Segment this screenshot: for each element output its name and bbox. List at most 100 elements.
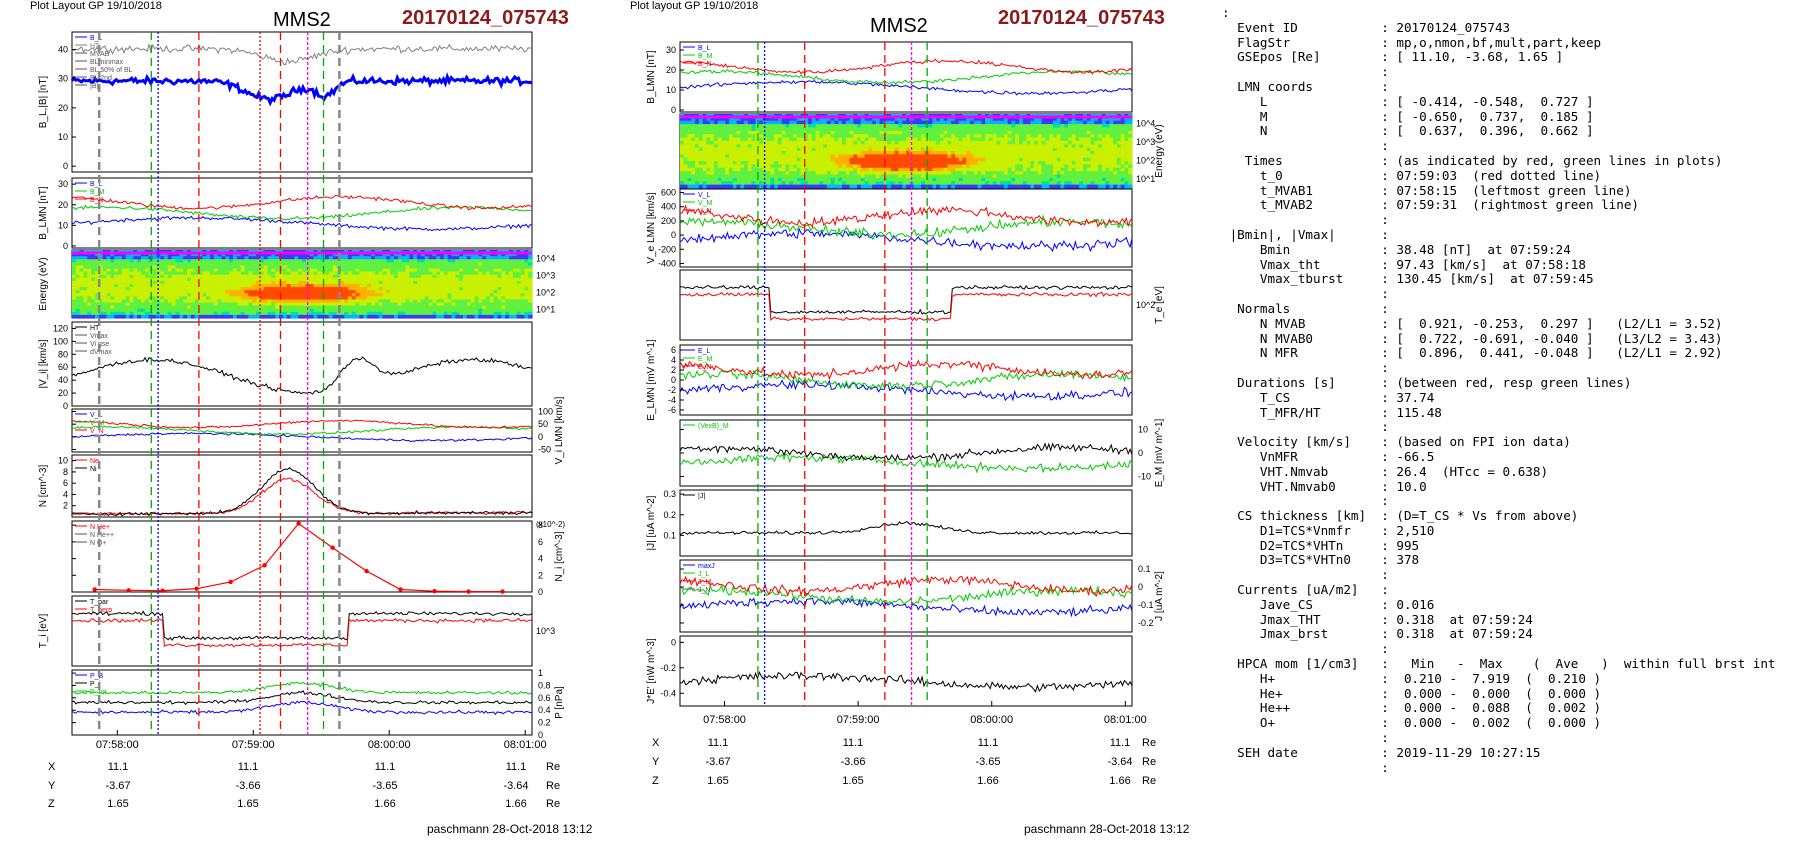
spectrogram-cell bbox=[298, 262, 303, 267]
spectrogram-cell bbox=[1011, 161, 1016, 166]
spectrogram-cell bbox=[236, 311, 242, 316]
spectrogram-cell bbox=[198, 256, 203, 260]
spectrogram-cell bbox=[1075, 120, 1080, 125]
spectrogram-cell bbox=[1034, 167, 1039, 172]
spectrogram-cell bbox=[1019, 147, 1024, 152]
spectrogram-cell bbox=[359, 284, 364, 288]
spectrogram-cell bbox=[1083, 161, 1088, 166]
spectrogram-cell bbox=[363, 277, 368, 282]
spectrogram-cell bbox=[87, 274, 92, 279]
spectrogram-cell bbox=[819, 154, 824, 159]
position-value: 1.66 bbox=[374, 798, 395, 810]
spectrogram-cell bbox=[137, 287, 142, 291]
spectrogram-cell bbox=[478, 271, 483, 276]
spectrogram-cell bbox=[1007, 137, 1013, 142]
spectrogram-cell bbox=[947, 127, 952, 132]
spectrogram-cell bbox=[271, 308, 276, 313]
spectrogram-cell bbox=[294, 259, 299, 263]
spectrogram-cell bbox=[129, 308, 134, 313]
spectrogram-cell bbox=[501, 305, 506, 310]
spectrogram-cell bbox=[478, 287, 483, 291]
spectrogram-cell bbox=[1120, 134, 1126, 139]
spectrogram-cell bbox=[332, 305, 338, 310]
series-b-m bbox=[71, 204, 533, 221]
spectrogram-cell bbox=[206, 284, 211, 288]
spectrogram-cell bbox=[879, 161, 884, 166]
spectrogram-cell bbox=[348, 287, 353, 291]
spectrogram-cell bbox=[717, 130, 723, 135]
spectrogram-cell bbox=[887, 137, 892, 142]
spectrogram-cell bbox=[954, 120, 960, 125]
spectrogram-cell bbox=[110, 274, 115, 279]
legend-label: P_B bbox=[90, 673, 104, 680]
spectrogram-cell bbox=[1124, 147, 1129, 152]
spectrogram-cell bbox=[436, 274, 441, 279]
y-tick-label: 2 bbox=[63, 501, 68, 511]
spectrogram-cell bbox=[428, 296, 433, 301]
spectrogram-cell bbox=[167, 302, 173, 307]
spectrogram-cell bbox=[695, 147, 700, 152]
spectrogram-cell bbox=[1120, 120, 1126, 125]
spectrogram-cell bbox=[440, 271, 445, 276]
spectrogram-cell bbox=[72, 265, 77, 270]
spectrogram-cell bbox=[325, 256, 330, 260]
spectrogram-cell bbox=[313, 274, 318, 279]
spectrogram-cell bbox=[1101, 140, 1107, 145]
position-row-name: Y bbox=[48, 780, 56, 792]
spectrogram-cell bbox=[744, 120, 749, 125]
spectrogram-cell bbox=[386, 293, 391, 297]
spectrogram-cell bbox=[129, 262, 134, 267]
spectrogram-cell bbox=[417, 308, 422, 313]
spectrogram-cell bbox=[501, 284, 506, 288]
spectrogram-cell bbox=[489, 277, 495, 282]
spectrogram-cell bbox=[160, 290, 165, 294]
spectrogram-cell bbox=[486, 308, 491, 313]
spectrogram-cell bbox=[233, 280, 238, 285]
spectrogram-cell bbox=[747, 161, 753, 166]
spectrogram-cell bbox=[804, 134, 809, 139]
spectrogram-cell bbox=[390, 314, 395, 319]
spectrogram-cell bbox=[187, 265, 192, 270]
spectrogram-cell bbox=[917, 151, 922, 155]
spectrogram-cell bbox=[1071, 117, 1077, 122]
spectrogram-cell bbox=[838, 167, 843, 172]
spectrogram-cell bbox=[721, 127, 726, 132]
spectrogram-cell bbox=[298, 256, 303, 260]
spectrogram-cell bbox=[1007, 127, 1013, 132]
spectrogram-cell bbox=[1064, 154, 1069, 159]
spectrogram-cell bbox=[175, 293, 180, 297]
spectrogram-cell bbox=[405, 290, 410, 294]
spectrogram-cell bbox=[367, 280, 372, 285]
spectrogram-cell bbox=[973, 124, 979, 129]
spectrogram-cell bbox=[781, 161, 787, 166]
spectrogram-cell bbox=[240, 293, 246, 297]
spectrogram-cell bbox=[698, 127, 704, 132]
spectrogram-cell bbox=[114, 287, 119, 291]
spectrogram-cell bbox=[1086, 144, 1092, 149]
spectrogram-cell bbox=[1052, 127, 1058, 132]
spectrogram-cell bbox=[72, 256, 77, 260]
spectrogram-cell bbox=[263, 271, 269, 276]
spectrogram-cell bbox=[183, 311, 188, 316]
position-value: 11.1 bbox=[108, 761, 129, 773]
spectrogram-cell bbox=[762, 151, 768, 155]
legend-label: HT bbox=[90, 325, 100, 332]
spectrogram-cell bbox=[977, 137, 982, 142]
spectrogram-cell bbox=[83, 259, 88, 263]
spectrogram-cell bbox=[744, 157, 749, 162]
spectrogram-cell bbox=[455, 253, 460, 257]
spectrogram-cell bbox=[1124, 140, 1129, 145]
spectrogram-cell bbox=[755, 140, 760, 145]
spectrogram-cell bbox=[721, 151, 726, 155]
spectrogram-cell bbox=[317, 268, 322, 273]
spectrogram-cell bbox=[872, 117, 877, 122]
spectrogram-cell bbox=[432, 314, 437, 319]
spectrogram-cell bbox=[417, 280, 422, 285]
spectrogram-cell bbox=[440, 253, 445, 257]
spectrogram-cell bbox=[171, 284, 177, 288]
spectrogram-cell bbox=[988, 124, 994, 129]
spectrogram-cell bbox=[759, 134, 764, 139]
spectrogram-cell bbox=[394, 262, 399, 267]
spectrogram-cell bbox=[1022, 120, 1028, 125]
spectrogram-cell bbox=[367, 287, 372, 291]
